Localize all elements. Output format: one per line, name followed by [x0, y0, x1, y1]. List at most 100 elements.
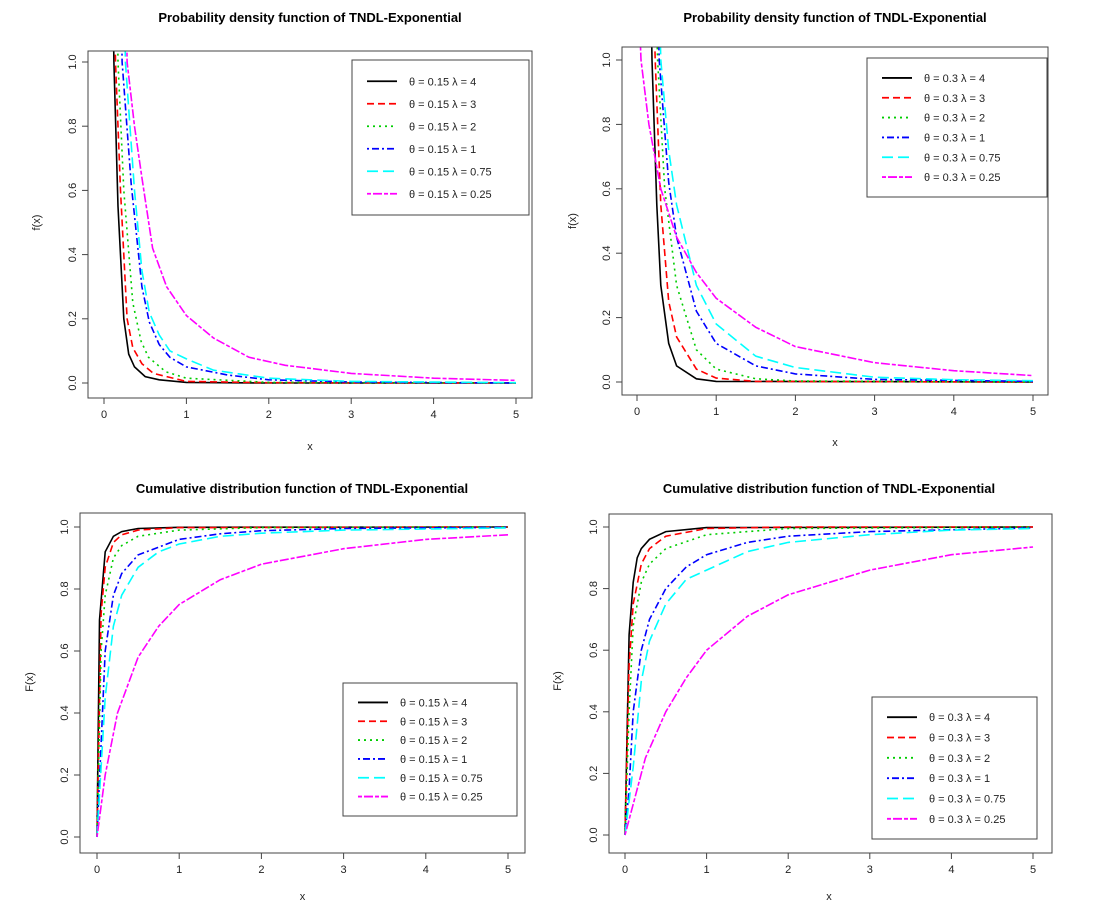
- series-line-4: [121, 51, 517, 384]
- y-tick-label: 0.6: [59, 643, 71, 658]
- x-tick-label: 1: [704, 864, 710, 876]
- x-tick-label: 1: [183, 409, 189, 421]
- legend-label: θ = 0.15 λ = 3: [400, 716, 467, 728]
- y-tick-label: 0.8: [67, 119, 79, 134]
- legend-box: [866, 57, 1048, 198]
- legend-label: θ = 0.3 λ = 1: [924, 132, 985, 144]
- x-tick-label: 4: [948, 864, 954, 876]
- legend-label: θ = 0.15 λ = 4: [400, 697, 467, 709]
- y-tick-label: 0.8: [601, 117, 613, 132]
- y-axis-label: F(x): [552, 671, 564, 691]
- x-axis-label: x: [307, 441, 313, 453]
- legend-label: θ = 0.15 λ = 0.75: [400, 773, 483, 785]
- legend-label: θ = 0.3 λ = 3: [924, 93, 985, 105]
- x-tick-label: 3: [341, 864, 347, 876]
- series-line-6: [624, 546, 1034, 836]
- series-line-6: [96, 534, 509, 838]
- legend-label: θ = 0.3 λ = 4: [924, 73, 985, 85]
- legend-label: θ = 0.15 λ = 1: [400, 754, 467, 766]
- legend-label: θ = 0.3 λ = 0.75: [929, 794, 1005, 806]
- legend-label: θ = 0.3 λ = 4: [929, 712, 990, 724]
- legend: θ = 0.3 λ = 4 θ = 0.3 λ = 3 θ = 0.3 λ = 2 θ…: [871, 696, 1038, 840]
- y-axis-label: f(x): [31, 215, 43, 231]
- y-axis-label: f(x): [567, 213, 579, 229]
- legend-label: θ = 0.3 λ = 2: [929, 753, 990, 765]
- x-tick-label: 4: [423, 864, 429, 876]
- series-line-3: [117, 51, 517, 384]
- legend-label: θ = 0.15 λ = 2: [400, 735, 467, 747]
- chart-panel-2: Probability density function of TNDL-Exp…: [567, 10, 1049, 449]
- y-tick-label: 0.8: [588, 581, 600, 596]
- x-tick-label: 3: [867, 864, 873, 876]
- legend-label: θ = 0.15 λ = 4: [409, 76, 476, 88]
- series-line-5: [624, 527, 1034, 836]
- y-axis-label: F(x): [24, 672, 36, 692]
- series-line-3: [96, 526, 509, 838]
- series-line-2: [624, 526, 1033, 836]
- x-tick-label: 0: [622, 864, 628, 876]
- y-tick-label: 0.4: [601, 246, 613, 261]
- legend-label: θ = 0.15 λ = 2: [409, 121, 476, 133]
- x-axis-label: x: [826, 891, 832, 903]
- series-line-5: [659, 47, 1034, 382]
- y-tick-label: 0.2: [59, 767, 71, 782]
- legend-label: θ = 0.3 λ = 2: [924, 113, 985, 125]
- series-line-4: [624, 527, 1034, 836]
- x-tick-label: 0: [94, 864, 100, 876]
- legend-label: θ = 0.3 λ = 0.75: [924, 152, 1000, 164]
- y-tick-label: 1.0: [601, 52, 613, 67]
- x-tick-label: 5: [513, 409, 519, 421]
- y-tick-label: 0.6: [588, 643, 600, 658]
- y-tick-label: 0.0: [67, 375, 79, 390]
- y-tick-label: 1.0: [67, 54, 79, 69]
- x-tick-label: 1: [713, 406, 719, 418]
- x-tick-label: 2: [258, 864, 264, 876]
- chart-title: Cumulative distribution function of TNDL…: [136, 481, 468, 496]
- legend-label: θ = 0.3 λ = 3: [929, 733, 990, 745]
- x-tick-label: 5: [1030, 864, 1036, 876]
- x-tick-label: 4: [431, 409, 437, 421]
- y-tick-label: 1.0: [59, 519, 71, 534]
- legend-label: θ = 0.15 λ = 0.25: [400, 792, 483, 804]
- y-tick-label: 0.4: [59, 705, 71, 720]
- y-tick-label: 0.4: [67, 247, 79, 262]
- y-tick-label: 0.0: [59, 829, 71, 844]
- x-tick-label: 0: [634, 406, 640, 418]
- legend-label: θ = 0.3 λ = 0.25: [929, 814, 1005, 826]
- legend-label: θ = 0.3 λ = 0.25: [924, 172, 1000, 184]
- series-line-4: [658, 47, 1034, 383]
- legend: θ = 0.15 λ = 4 θ = 0.15 λ = 3 θ = 0.15 λ =…: [342, 682, 518, 817]
- legend-box: [871, 696, 1038, 840]
- series-line-6: [126, 51, 517, 382]
- chart-panel-3: Cumulative distribution function of TNDL…: [24, 481, 526, 903]
- chart-title: Probability density function of TNDL-Exp…: [683, 10, 986, 25]
- legend-label: θ = 0.15 λ = 3: [409, 99, 476, 111]
- legend: θ = 0.3 λ = 4 θ = 0.3 λ = 3 θ = 0.3 λ = 2 θ…: [866, 57, 1048, 198]
- y-tick-label: 0.0: [588, 827, 600, 842]
- chart-panel-4: Cumulative distribution function of TNDL…: [552, 481, 1053, 903]
- x-tick-label: 5: [505, 864, 511, 876]
- legend-label: θ = 0.3 λ = 1: [929, 773, 990, 785]
- x-axis-label: x: [832, 437, 838, 449]
- x-tick-label: 0: [101, 409, 107, 421]
- x-tick-label: 2: [792, 406, 798, 418]
- legend: θ = 0.15 λ = 4 θ = 0.15 λ = 3 θ = 0.15 λ =…: [351, 59, 530, 216]
- chart-title: Probability density function of TNDL-Exp…: [158, 10, 461, 25]
- y-tick-label: 0.2: [67, 311, 79, 326]
- y-tick-label: 0.0: [601, 374, 613, 389]
- series-line-1: [624, 526, 1034, 836]
- legend-label: θ = 0.15 λ = 0.25: [409, 189, 492, 201]
- x-tick-label: 3: [872, 406, 878, 418]
- legend-box: [351, 59, 530, 216]
- legend-label: θ = 0.15 λ = 0.75: [409, 166, 492, 178]
- chart-title: Cumulative distribution function of TNDL…: [663, 481, 995, 496]
- y-tick-label: 0.8: [59, 581, 71, 596]
- x-tick-label: 5: [1030, 406, 1036, 418]
- series-line-5: [96, 527, 509, 838]
- y-tick-label: 0.2: [588, 766, 600, 781]
- y-tick-label: 0.2: [601, 310, 613, 325]
- chart-panel-1: Probability density function of TNDL-Exp…: [31, 10, 533, 453]
- y-tick-label: 1.0: [588, 519, 600, 534]
- series-line-6: [639, 47, 1034, 377]
- legend-box: [342, 682, 518, 817]
